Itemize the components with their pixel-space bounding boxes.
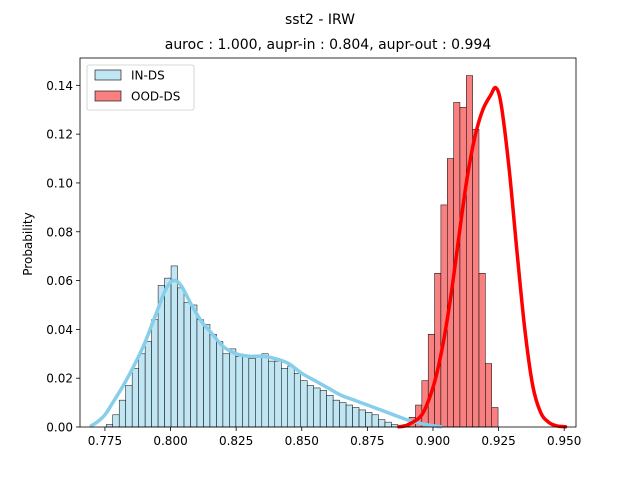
bar-in-ds-36	[339, 402, 347, 428]
bar-in-ds-26	[274, 360, 282, 428]
legend-label-ood-ds: OOD-DS	[131, 90, 180, 104]
bar-ood-ds-11	[472, 129, 480, 428]
bar-in-ds-40	[365, 412, 373, 428]
legend-label-in-ds: IN-DS	[131, 69, 165, 83]
histogram-bars	[105, 75, 499, 428]
bar-in-ds-32	[313, 387, 321, 428]
bar-in-ds-13	[190, 304, 198, 428]
bar-in-ds-15	[203, 324, 211, 428]
bar-in-ds-34	[326, 395, 334, 428]
y-axis: 0.00 0.02 0.04 0.06 0.08 0.10 0.12 0.14	[46, 79, 80, 435]
bar-in-ds-9	[164, 277, 172, 428]
bar-in-ds-10	[170, 265, 178, 428]
bar-in-ds-28	[287, 365, 295, 428]
plot-frame	[79, 57, 577, 428]
y-axis-label: Probability	[21, 212, 35, 275]
y-tick-label-1: 0.02	[46, 372, 73, 386]
bar-in-ds-42	[378, 419, 386, 428]
bar-in-ds-29	[293, 373, 301, 428]
y-tick-label-3: 0.06	[46, 274, 73, 288]
bar-in-ds-2	[118, 399, 126, 428]
y-tick-label-2: 0.04	[46, 323, 73, 337]
bar-in-ds-25	[268, 360, 276, 428]
bar-in-ds-12	[183, 302, 191, 428]
bar-in-ds-19	[229, 348, 237, 428]
kde-line-ood-ds	[397, 85, 568, 429]
bar-in-ds-3	[125, 385, 133, 428]
bar-in-ds-22	[248, 358, 256, 428]
bar-in-ds-11	[177, 287, 185, 428]
x-tick-label-7: 0.950	[547, 434, 581, 448]
x-tick-label-0: 0.775	[88, 434, 122, 448]
x-tick-label-3: 0.850	[285, 434, 319, 448]
legend-swatch-ood-ds	[94, 90, 122, 102]
kde-curves	[89, 85, 568, 429]
bar-in-ds-7	[151, 319, 159, 428]
x-tick-label-5: 0.900	[416, 434, 450, 448]
kde-line-in-ds	[89, 278, 443, 429]
bar-in-ds-43	[384, 421, 392, 428]
x-axis: 0.775 0.800 0.825 0.850 0.875 0.900 0.925 0.950	[88, 427, 581, 448]
bar-in-ds-14	[196, 319, 204, 428]
legend-swatch-in-ds	[94, 69, 122, 81]
bar-ood-ds-12	[478, 273, 486, 428]
bar-in-ds-4	[131, 368, 139, 428]
bar-in-ds-17	[216, 341, 224, 428]
bar-ood-ds-9	[459, 107, 467, 428]
bar-in-ds-6	[144, 341, 152, 428]
bar-in-ds-24	[261, 353, 269, 428]
bar-in-ds-23	[255, 355, 263, 428]
bar-ood-ds-13	[485, 363, 492, 428]
bar-in-ds-30	[300, 380, 308, 428]
bar-in-ds-1	[112, 414, 120, 428]
x-tick-label-4: 0.875	[350, 434, 384, 448]
bar-in-ds-31	[306, 385, 314, 428]
bar-in-ds-39	[358, 409, 366, 428]
y-tick-label-6: 0.12	[46, 128, 73, 142]
x-tick-label-2: 0.825	[219, 434, 253, 448]
bar-in-ds-27	[281, 368, 288, 428]
bar-in-ds-20	[235, 355, 243, 428]
bar-in-ds-35	[332, 399, 340, 428]
bar-in-ds-16	[209, 334, 217, 428]
y-tick-label-5: 0.10	[46, 176, 73, 190]
chart-subtitle: auroc : 1.000, aupr-in : 0.804, aupr-out…	[165, 37, 492, 53]
bar-in-ds-21	[242, 355, 250, 428]
bar-in-ds-5	[138, 353, 146, 428]
y-tick-label-7: 0.14	[46, 79, 73, 93]
bar-in-ds-18	[222, 353, 230, 428]
y-tick-label-4: 0.08	[46, 225, 73, 239]
y-tick-label-0: 0.00	[46, 421, 73, 435]
chart-title: sst2 - IRW	[285, 12, 355, 28]
bar-in-ds-38	[352, 407, 360, 428]
x-tick-label-6: 0.925	[481, 434, 515, 448]
bar-in-ds-37	[345, 404, 353, 428]
bar-ood-ds-10	[466, 75, 473, 428]
legend: IN-DS OOD-DS	[86, 64, 195, 111]
bar-in-ds-33	[319, 390, 327, 428]
bar-in-ds-41	[371, 414, 379, 428]
x-tick-label-1: 0.800	[153, 434, 187, 448]
bar-ood-ds-14	[491, 407, 499, 428]
bar-ood-ds-5	[434, 273, 442, 428]
